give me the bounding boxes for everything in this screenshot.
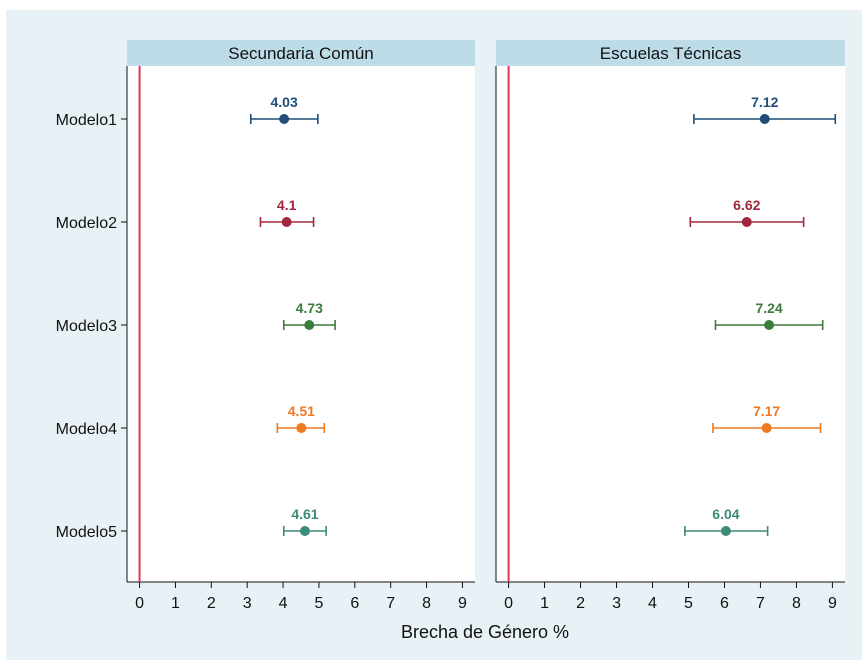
- panel-2: Escuelas Técnicas 0 1 2 3 4 5 6 7 8 9 7.12 6.62 7.24 7…: [495, 40, 845, 612]
- data-point: [296, 423, 307, 433]
- panel-header: [496, 40, 845, 66]
- x-axis-label: Brecha de Género %: [401, 622, 569, 642]
- x-tick-label: 5: [684, 595, 693, 612]
- data-label: 7.17: [753, 403, 780, 419]
- data-label: 4.61: [291, 506, 318, 522]
- data-label: 4.51: [288, 403, 315, 419]
- x-tick-label: 8: [792, 595, 801, 612]
- data-point: [741, 217, 752, 227]
- x-tick-label: 8: [422, 595, 431, 612]
- x-tick-label: 3: [243, 595, 252, 612]
- y-tick-label: Modelo2: [56, 215, 117, 232]
- y-tick-label: Modelo5: [56, 524, 117, 541]
- plot-area: [127, 66, 475, 582]
- panel-title: Escuelas Técnicas: [600, 44, 741, 63]
- x-tick-label: 7: [756, 595, 765, 612]
- data-point: [764, 320, 775, 330]
- plot-area: [496, 66, 845, 582]
- y-tick-label: Modelo4: [56, 421, 117, 438]
- x-tick-label: 4: [648, 595, 657, 612]
- panel-header: [127, 40, 475, 66]
- x-tick-label: 4: [279, 595, 288, 612]
- y-tick-label: Modelo3: [56, 318, 117, 335]
- x-tick-label: 9: [828, 595, 837, 612]
- y-tick-label: Modelo1: [56, 112, 117, 129]
- data-point: [279, 114, 290, 124]
- data-label: 6.62: [733, 197, 760, 213]
- x-tick-label: 0: [504, 595, 513, 612]
- x-tick-label: 5: [314, 595, 323, 612]
- data-label: 6.04: [712, 506, 739, 522]
- panel-1: Secundaria Común 0 1 2 3 4 5 6 7 8 9 4.03 4.1 4.73 4.5…: [126, 40, 475, 612]
- data-point: [299, 526, 310, 536]
- data-label: 4.03: [271, 94, 298, 110]
- x-tick-label: 9: [458, 595, 467, 612]
- data-point: [281, 217, 292, 227]
- x-tick-label: 0: [135, 595, 144, 612]
- data-label: 4.1: [277, 197, 297, 213]
- x-tick-label: 6: [720, 595, 729, 612]
- x-tick-label: 1: [171, 595, 180, 612]
- data-point: [759, 114, 770, 124]
- data-label: 7.24: [755, 300, 782, 316]
- x-tick-label: 2: [207, 595, 216, 612]
- panel-title: Secundaria Común: [228, 44, 374, 63]
- data-point: [720, 526, 731, 536]
- x-tick-label: 1: [540, 595, 549, 612]
- x-tick-label: 7: [386, 595, 395, 612]
- x-tick-label: 6: [350, 595, 359, 612]
- data-point: [304, 320, 315, 330]
- data-label: 7.12: [751, 94, 778, 110]
- x-tick-label: 2: [576, 595, 585, 612]
- x-tick-label: 3: [612, 595, 621, 612]
- data-label: 4.73: [296, 300, 323, 316]
- data-point: [761, 423, 772, 433]
